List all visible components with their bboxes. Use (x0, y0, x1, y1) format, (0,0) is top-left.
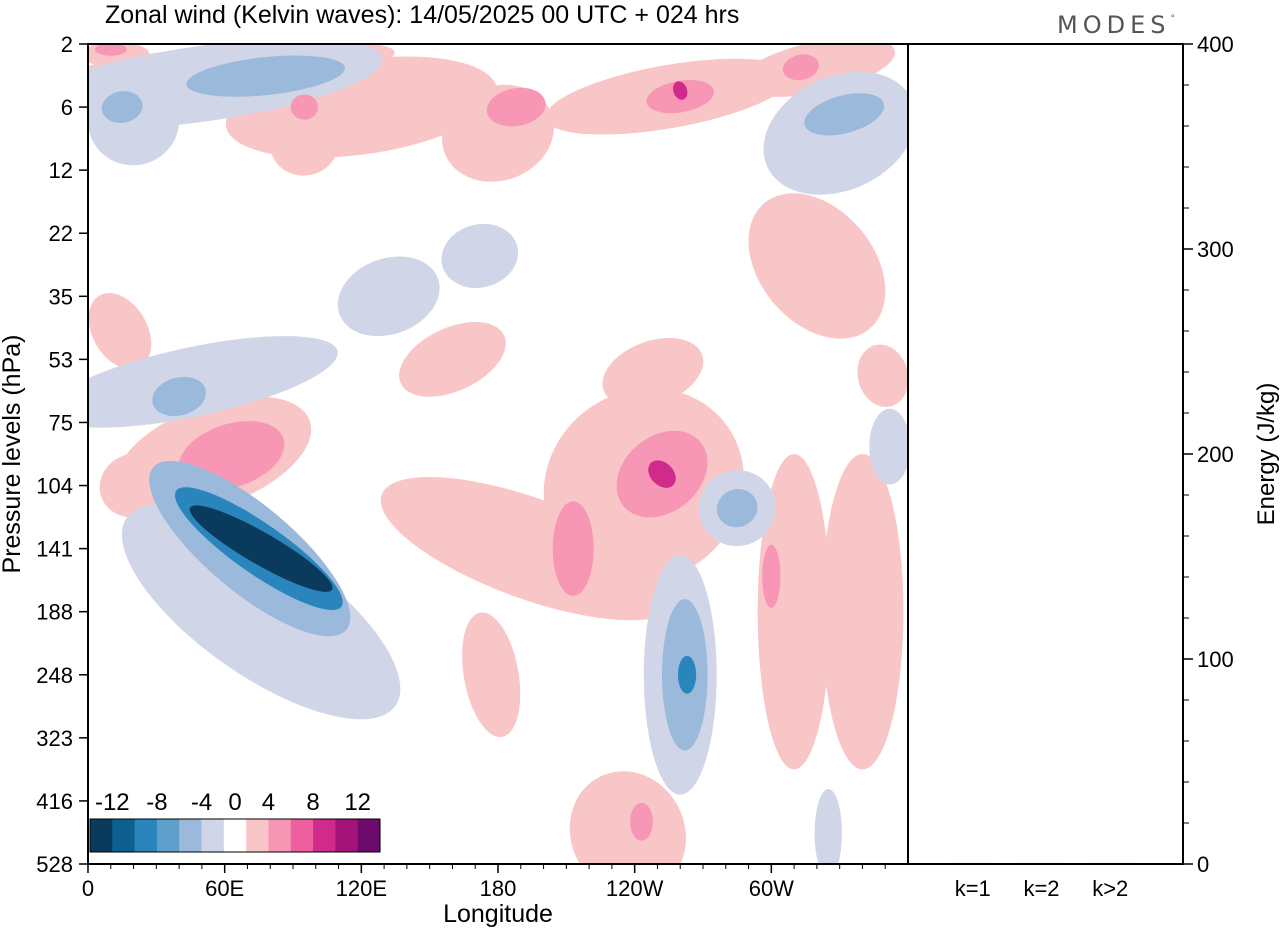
colorbar-swatch (335, 819, 359, 852)
x-tick-label: 180 (480, 876, 517, 901)
colorbar-swatch (223, 819, 247, 852)
westerly-anomaly-31 (552, 501, 594, 596)
colorbar-swatch (112, 819, 136, 852)
westerly-anomaly-3 (757, 454, 831, 770)
colorbar-label: -4 (191, 789, 212, 816)
x-axis-label: Longitude (443, 900, 553, 928)
y-tick-label: 6 (61, 95, 73, 120)
y-tick-label: 323 (36, 726, 73, 751)
colorbar-swatch (246, 819, 269, 852)
energy-tick-label: 200 (1197, 442, 1234, 467)
x-tick-label: 120E (336, 876, 387, 901)
easterly-anomaly-47 (804, 93, 885, 136)
colorbar-swatch (357, 819, 381, 852)
colorbar-frame (89, 818, 381, 853)
energy-bars: k=1 k=2 k>2 (950, 862, 1133, 901)
westerly-anomaly-10 (748, 193, 886, 339)
x-tick-label: 60E (205, 876, 244, 901)
energy-bar-k>2 (1088, 862, 1133, 864)
westerly-anomaly-9 (602, 337, 704, 408)
energy-category-label: k=2 (1023, 876, 1059, 901)
colorbar-swatch (201, 819, 225, 852)
easterly-anomaly-25 (337, 256, 440, 337)
energy-tick-label: 100 (1197, 647, 1234, 672)
x-tick-label: 120W (606, 876, 664, 901)
chart-title: Zonal wind (Kelvin waves): 14/05/2025 00… (105, 1, 739, 29)
y-tick-label: 2 (61, 32, 73, 57)
easterly-anomaly-27 (869, 408, 908, 485)
easterly-anomaly-20 (121, 504, 401, 720)
y-tick-label: 22 (49, 221, 73, 246)
westerly-anomaly-48 (648, 460, 676, 488)
colorbar-swatch (290, 819, 314, 852)
energy-category-label: k=1 (955, 876, 991, 901)
easterly-anomaly-23 (814, 789, 842, 864)
easterly-anomaly-50 (677, 655, 697, 694)
modes-logo: MODES° (1057, 11, 1180, 39)
easterly-anomaly-26 (441, 223, 519, 288)
energy-bar-k=2 (1019, 862, 1064, 864)
y-tick-label: 35 (49, 284, 73, 309)
colorbar-swatch (313, 819, 336, 852)
y-tick-label: 416 (36, 789, 73, 814)
colorbar-swatch (156, 819, 180, 852)
westerly-anomaly-32 (762, 544, 781, 608)
energy-tick-label: 300 (1197, 237, 1234, 262)
westerly-anomaly-4 (821, 454, 904, 770)
colorbar: -12 -8 -4 0 4 8 12 (88, 786, 382, 856)
y-tick-label: 12 (49, 158, 73, 183)
colorbar-label: 4 (262, 789, 275, 816)
energy-tick-label: 0 (1197, 852, 1209, 877)
y-axis-label: Pressure levels (hPa) (0, 335, 26, 574)
westerly-anomaly-7 (88, 293, 152, 370)
colorbar-swatch (90, 819, 113, 852)
westerly-anomaly-5 (462, 612, 521, 738)
colorbar-label: 8 (306, 789, 319, 816)
colorbar-swatch (179, 819, 203, 852)
x-axis: 0 60E 120E 180 120W 60W (82, 864, 886, 901)
colorbar-label: 0 (228, 789, 241, 816)
westerly-anomaly-1 (380, 477, 680, 621)
colorbar-label: -12 (95, 789, 130, 816)
westerly-anomaly-6 (569, 771, 686, 864)
y-tick-label: 75 (49, 410, 73, 435)
wind-field (88, 44, 908, 864)
energy-bar-k=1 (950, 862, 995, 864)
westerly-anomaly-11 (857, 344, 908, 407)
y-tick-label: 53 (49, 347, 73, 372)
westerly-anomaly-12 (99, 453, 168, 518)
x-tick-label: 0 (82, 876, 94, 901)
colorbar-label: 12 (344, 789, 371, 816)
colorbar-swatch (268, 819, 292, 852)
easterly-anomaly-46 (101, 91, 143, 124)
y-tick-label: 248 (36, 663, 73, 688)
colorbar-swatch (134, 819, 158, 852)
westerly-anomaly-19 (270, 112, 339, 176)
westerly-anomaly-41 (94, 44, 127, 56)
y-tick-label: 528 (36, 852, 73, 877)
westerly-anomaly-49 (673, 81, 688, 100)
y-tick-label: 141 (36, 537, 73, 562)
energy-tick-label: 400 (1197, 32, 1234, 57)
energy-axis: 0 100 200 300 400 (1183, 32, 1234, 877)
y-tick-label: 104 (36, 474, 73, 499)
energy-category-label: k>2 (1092, 876, 1128, 901)
westerly-anomaly-8 (399, 322, 506, 397)
easterly-anomaly-52 (189, 505, 333, 592)
energy-axis-label: Energy (J/kg) (1253, 383, 1280, 526)
y-axis: 2 6 12 22 35 53 75 104 141 188 248 323 416 528 (36, 32, 88, 877)
colorbar-label: -8 (146, 789, 167, 816)
easterly-anomaly-37 (152, 376, 206, 417)
westerly-anomaly-33 (630, 802, 653, 841)
easterly-anomaly-36 (716, 489, 758, 528)
y-tick-label: 188 (36, 600, 73, 625)
energy-frame (907, 43, 1184, 865)
westerly-anomaly-42 (290, 94, 319, 120)
easterly-anomaly-45 (186, 55, 345, 97)
westerly-anomaly-38 (486, 87, 546, 127)
x-tick-label: 60W (749, 876, 794, 901)
westerly-anomaly-40 (782, 54, 819, 81)
